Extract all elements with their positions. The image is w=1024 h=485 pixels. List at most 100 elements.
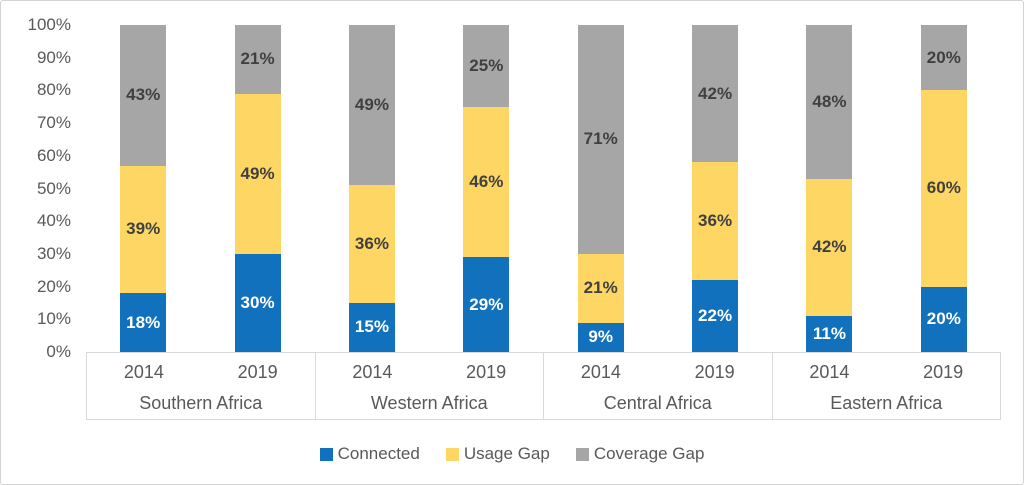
bar-segment-coverage-gap: 49%	[348, 25, 395, 186]
bar-segment-label: 49%	[354, 95, 389, 115]
bar-segment-label: 21%	[583, 278, 618, 298]
bar-segment-label: 49%	[240, 163, 275, 183]
bar-segment-connected: 15%	[348, 302, 395, 352]
bar-segment-usage-gap: 60%	[920, 90, 967, 287]
year-label: 2014	[580, 361, 621, 382]
bar-slot: 43% 39% 18%	[86, 25, 200, 352]
bar-segment-label: 9%	[588, 327, 613, 347]
bar-segment-label: 42%	[812, 237, 847, 257]
stacked-bar: 25% 46% 29%	[463, 25, 510, 352]
stacked-bar: 71% 21% 9%	[577, 25, 624, 352]
legend-swatch-usage-gap	[445, 447, 459, 461]
bar-segment-label: 71%	[583, 129, 618, 149]
x-axis-group: 2014 2019 Central Africa	[543, 353, 772, 419]
bar-slot: 20% 60% 20%	[887, 25, 1001, 352]
bar-slot: 49% 36% 15%	[315, 25, 429, 352]
bar-segment-connected: 22%	[692, 280, 739, 352]
bar-segment-label: 39%	[126, 219, 161, 239]
bar-segment-usage-gap: 36%	[692, 162, 739, 281]
legend-swatch-coverage-gap	[575, 447, 589, 461]
y-axis-tick: 0%	[46, 342, 71, 361]
bar-segment-usage-gap: 36%	[348, 185, 395, 303]
year-labels-row: 2014 2019	[87, 353, 315, 391]
y-axis-tick: 30%	[36, 243, 71, 263]
bar-segment-label: 20%	[926, 309, 961, 329]
bar-segment-connected: 30%	[234, 253, 281, 352]
bar-segment-label: 21%	[240, 49, 275, 69]
year-labels-row: 2014 2019	[773, 353, 1001, 391]
year-label: 2014	[352, 361, 393, 382]
bar-segment-connected: 18%	[120, 293, 167, 352]
stacked-bar: 48% 42% 11%	[806, 25, 853, 352]
stacked-bar: 21% 49% 30%	[234, 25, 281, 352]
year-label: 2019	[466, 361, 507, 382]
bar-segment-coverage-gap: 42%	[692, 25, 739, 163]
y-axis-tick: 80%	[36, 80, 71, 100]
y-axis-tick: 10%	[36, 309, 71, 329]
bar-segment-usage-gap: 46%	[463, 106, 510, 258]
bar-segment-label: 42%	[698, 83, 733, 103]
plot-area: 43% 39% 18% 21% 49% 30% 49% 36% 15% 25% 46% 29% 71% 2…	[86, 25, 1001, 352]
bar-slot: 71% 21% 9%	[544, 25, 658, 352]
y-axis-tick: 50%	[36, 178, 71, 198]
legend-item: Coverage Gap	[575, 444, 704, 464]
region-label: Western Africa	[370, 392, 488, 413]
bar-slot: 48% 42% 11%	[772, 25, 886, 352]
bar-segment-label: 60%	[926, 178, 961, 198]
bar-segment-label: 36%	[354, 234, 389, 254]
legend-item: Connected	[319, 444, 420, 464]
year-label: 2019	[237, 361, 278, 382]
bar-segment-coverage-gap: 20%	[920, 25, 967, 91]
bar-segment-label: 30%	[240, 292, 275, 312]
bar-segment-coverage-gap: 43%	[120, 25, 167, 166]
x-axis-group: 2014 2019 Eastern Africa	[771, 353, 1001, 419]
bar-segment-label: 20%	[926, 47, 961, 67]
stacked-bar: 49% 36% 15%	[348, 25, 395, 352]
legend-swatch-connected	[319, 447, 333, 461]
bar-segment-label: 11%	[812, 324, 846, 343]
bar-segment-label: 15%	[354, 317, 389, 337]
x-axis-group: 2014 2019 Western Africa	[314, 353, 544, 419]
year-label: 2019	[923, 361, 964, 382]
bar-segment-connected: 9%	[577, 322, 624, 352]
bar-segment-label: 29%	[469, 294, 504, 314]
x-axis-group: 2014 2019 Southern Africa	[87, 353, 315, 419]
legend-item: Usage Gap	[445, 444, 550, 464]
legend-label: Usage Gap	[463, 444, 550, 463]
bar-slot: 21% 49% 30%	[200, 25, 314, 352]
region-label: Eastern Africa	[830, 392, 943, 413]
stacked-bar: 42% 36% 22%	[692, 25, 739, 352]
bar-segment-label: 46%	[469, 171, 504, 191]
bar-segment-usage-gap: 49%	[234, 93, 281, 254]
bar-segment-coverage-gap: 71%	[577, 25, 624, 254]
bar-segment-label: 43%	[126, 85, 161, 105]
legend: Connected Usage Gap Coverage Gap	[1, 444, 1023, 464]
bar-slot: 42% 36% 22%	[658, 25, 772, 352]
bar-segment-label: 48%	[812, 91, 847, 111]
year-label: 2014	[809, 361, 850, 382]
bar-segment-label: 25%	[469, 55, 504, 75]
bar-segment-usage-gap: 39%	[120, 165, 167, 294]
y-axis: 100% 90% 80% 70% 60% 50% 40% 30% 20% 10% 0%	[1, 1, 71, 484]
bar-segment-connected: 29%	[463, 257, 510, 352]
bar-segment-usage-gap: 42%	[806, 178, 853, 317]
year-label: 2019	[694, 361, 735, 382]
bar-segment-label: 22%	[698, 306, 733, 326]
bar-segment-connected: 11%	[806, 316, 853, 352]
stacked-bar: 43% 39% 18%	[120, 25, 167, 352]
stacked-bar: 20% 60% 20%	[920, 25, 967, 352]
bar-segment-coverage-gap: 21%	[234, 25, 281, 94]
year-label: 2014	[123, 361, 164, 382]
region-label: Central Africa	[603, 392, 712, 413]
x-axis: 2014 2019 Southern Africa 2014 2019 Western A…	[86, 352, 1001, 420]
y-axis-tick: 40%	[36, 211, 71, 231]
y-axis-tick: 90%	[36, 47, 71, 67]
bar-segment-connected: 20%	[920, 286, 967, 352]
year-labels-row: 2014 2019	[316, 353, 544, 391]
region-label: Southern Africa	[139, 392, 263, 413]
legend-label: Connected	[337, 444, 420, 463]
bar-slot: 25% 46% 29%	[429, 25, 543, 352]
bar-segment-usage-gap: 21%	[577, 253, 624, 323]
y-axis-tick: 20%	[36, 276, 71, 296]
